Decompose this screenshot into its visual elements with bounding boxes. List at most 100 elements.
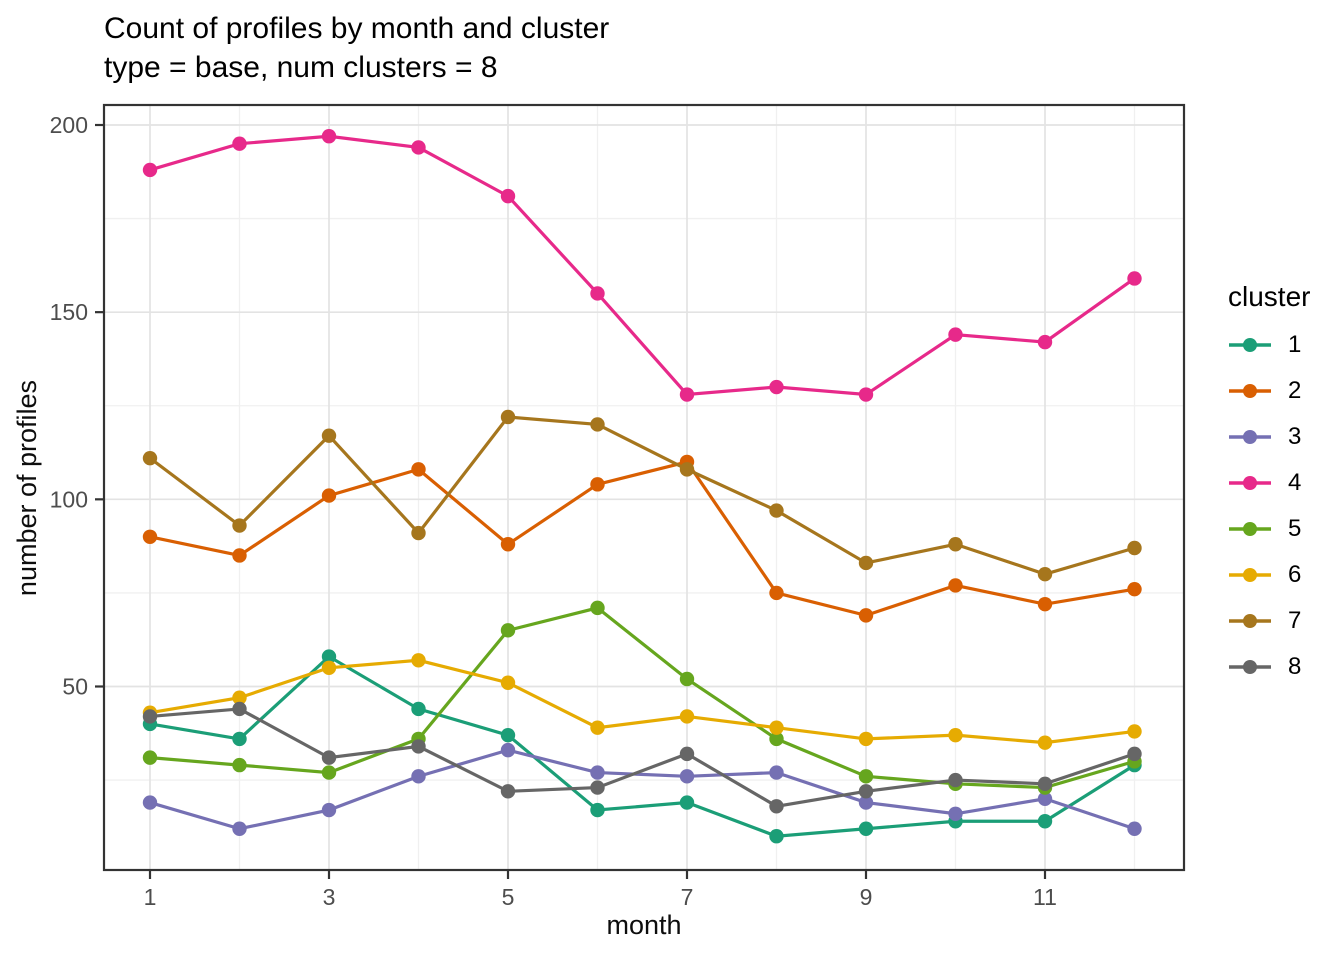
data-point-cluster-7 [142,450,158,466]
data-point-cluster-4 [1037,334,1053,350]
series-line-8 [149,707,1136,808]
data-point-cluster-3 [500,742,516,758]
data-point-cluster-1 [232,731,247,747]
legend-key-icon [1229,476,1271,490]
series-line-5 [149,606,1135,790]
data-point-cluster-2 [1127,581,1142,597]
data-point-cluster-7 [321,428,337,443]
data-point-cluster-1 [858,821,874,836]
legend-key-icon [1229,384,1271,398]
legend-key-icon [1229,522,1271,536]
data-point-cluster-1 [411,701,426,717]
legend-key-icon [1229,430,1271,444]
data-point-cluster-8 [142,709,158,724]
legend-item-cluster-4: 4 [1228,471,1344,495]
legend-item-cluster-7: 7 [1228,609,1344,633]
data-point-cluster-5 [858,769,874,784]
data-point-cluster-6 [679,709,695,724]
data-point-cluster-3 [590,765,605,780]
data-point-cluster-3 [769,765,784,780]
data-point-cluster-6 [500,675,516,690]
data-point-cluster-8 [769,799,784,814]
data-point-cluster-4 [500,188,516,204]
legend-key-icon [1229,660,1271,674]
data-point-cluster-3 [679,769,695,784]
legend-item-cluster-5: 5 [1228,517,1344,541]
data-point-cluster-1 [1037,814,1053,829]
legend-item-cluster-8: 8 [1228,655,1344,679]
data-point-cluster-1 [769,829,784,844]
data-point-cluster-2 [321,488,337,503]
data-point-cluster-2 [232,548,247,563]
data-point-cluster-5 [679,671,695,687]
data-point-cluster-5 [142,750,158,765]
plot-panel [104,105,1184,870]
data-point-cluster-8 [679,746,695,762]
series-line-7 [149,415,1135,576]
legend: cluster 1 2 3 4 5 6 7 8 [1228,281,1344,701]
legend-label: 5 [1288,515,1302,542]
data-point-cluster-6 [858,731,874,747]
legend-label: 7 [1288,607,1302,634]
data-point-cluster-7 [1127,540,1142,556]
data-point-cluster-1 [321,649,337,664]
data-point-cluster-4 [769,379,784,395]
legend-key-icon [1229,614,1271,628]
data-point-cluster-4 [679,387,695,402]
data-point-cluster-8 [590,780,605,795]
data-point-cluster-4 [411,140,426,155]
data-point-cluster-4 [321,129,337,144]
data-point-cluster-8 [411,739,426,754]
legend-title: cluster [1228,281,1311,312]
data-point-cluster-8 [500,784,516,799]
legend-label: 2 [1288,377,1302,404]
legend-key-icon [1229,338,1271,352]
grid-minor [104,105,1184,870]
series-line-3 [149,748,1136,831]
data-point-cluster-6 [232,690,247,705]
y-tick-label: 200 [50,112,88,138]
x-tick-label: 3 [323,884,336,910]
data-point-cluster-2 [858,608,874,623]
x-tick-label: 9 [860,884,873,910]
data-point-cluster-2 [411,462,426,477]
data-point-cluster-2 [590,477,605,492]
series-line-2 [149,460,1135,618]
data-point-cluster-7 [590,417,605,432]
series-line-1 [149,654,1136,838]
data-point-cluster-1 [590,802,605,818]
data-point-cluster-8 [948,772,963,788]
legend-label: 4 [1288,469,1302,496]
data-point-cluster-2 [142,529,158,544]
data-point-cluster-7 [411,525,426,541]
data-point-cluster-4 [590,286,605,301]
data-point-cluster-4 [858,387,874,402]
data-point-cluster-6 [411,653,426,668]
series-line-4 [149,134,1136,397]
data-point-cluster-4 [1127,271,1142,286]
x-axis-title: month [606,910,682,940]
legend-item-cluster-1: 1 [1228,333,1344,357]
series-line-6 [149,658,1135,745]
data-point-cluster-2 [769,585,784,601]
panel-border [102,103,1186,872]
legend-label: 3 [1288,423,1302,450]
series-cluster-2 [142,454,1142,623]
series-cluster-3 [142,742,1142,836]
data-point-cluster-7 [1037,566,1053,582]
data-point-cluster-5 [590,600,605,616]
data-point-cluster-8 [1127,746,1142,762]
chart-subtitle: type = base, num clusters = 8 [104,51,498,84]
series-cluster-7 [142,409,1142,582]
data-point-cluster-3 [1127,821,1142,836]
data-point-cluster-1 [500,727,516,743]
data-point-cluster-7 [858,555,874,571]
data-point-cluster-8 [858,784,874,799]
data-point-cluster-4 [142,162,158,178]
data-point-cluster-8 [1037,776,1053,792]
data-point-cluster-5 [321,765,337,780]
series-cluster-6 [142,653,1142,750]
data-point-cluster-5 [232,757,247,773]
legend-items: 1 2 3 4 5 6 7 8 [1228,333,1344,679]
